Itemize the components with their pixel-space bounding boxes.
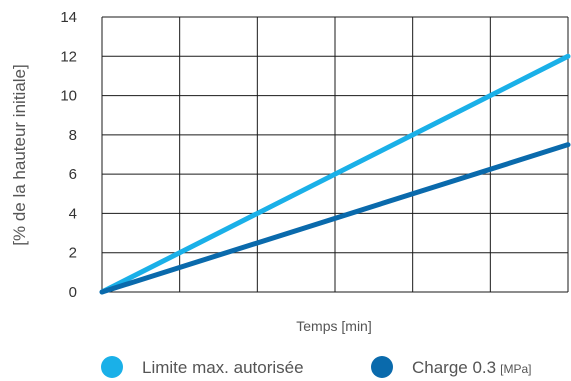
y-tick-label: 12 bbox=[60, 48, 77, 65]
y-axis-label: [% de la hauteur initiale] bbox=[10, 64, 29, 245]
legend-swatch-limite bbox=[101, 356, 123, 378]
series-line-0 bbox=[99, 53, 571, 295]
y-tick-label: 4 bbox=[69, 205, 77, 222]
chart-grid bbox=[101, 16, 569, 293]
legend-swatch-charge bbox=[371, 356, 393, 378]
y-tick-label: 6 bbox=[69, 166, 77, 183]
y-tick-label: 10 bbox=[60, 88, 77, 105]
legend-label-charge-unit: [MPa] bbox=[500, 362, 531, 376]
chart-series bbox=[99, 53, 571, 295]
y-tick-label: 14 bbox=[60, 9, 77, 26]
legend-label-charge: Charge 0.3 [MPa] bbox=[412, 358, 531, 377]
legend-label-limite: Limite max. autorisée bbox=[142, 358, 304, 377]
legend-label-charge-name: Charge 0.3 bbox=[412, 358, 496, 377]
y-tick-label: 8 bbox=[69, 127, 77, 144]
y-axis-ticks: 0 2 4 6 8 10 12 14 bbox=[60, 9, 77, 301]
chart-legend: Limite max. autorisée Charge 0.3 [MPa] bbox=[101, 356, 531, 378]
x-axis-label: Temps [min] bbox=[296, 318, 371, 334]
y-tick-label: 2 bbox=[69, 245, 77, 262]
y-tick-label: 0 bbox=[69, 284, 77, 301]
series-line-1 bbox=[99, 142, 571, 295]
